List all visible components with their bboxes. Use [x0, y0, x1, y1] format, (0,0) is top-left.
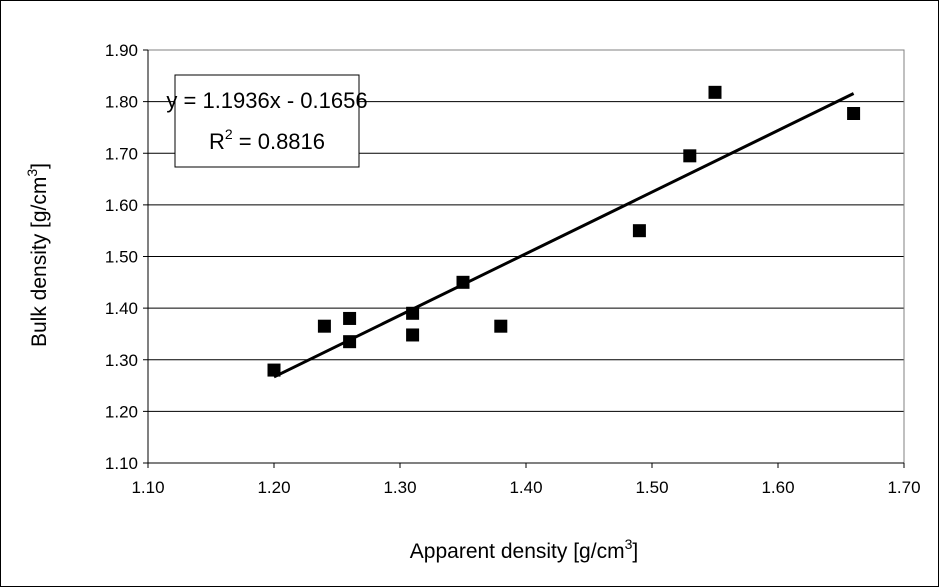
x-tick-label: 1.50	[635, 478, 668, 497]
y-tick-label: 1.20	[105, 402, 138, 421]
y-tick-label: 1.30	[105, 351, 138, 370]
r-squared-value: = 0.8816	[233, 129, 325, 154]
x-tick-label: 1.20	[257, 478, 290, 497]
y-axis-title: Bulk density [g/cm3]	[24, 163, 51, 347]
data-point	[847, 106, 861, 120]
data-point	[317, 319, 331, 333]
data-point	[708, 85, 722, 99]
x-tick-label: 1.30	[383, 478, 416, 497]
x-axis-title: Apparent density [g/cm3]	[410, 536, 638, 563]
y-tick-label: 1.80	[105, 93, 138, 112]
equation-box-frame	[174, 74, 360, 168]
axes	[143, 49, 905, 468]
y-tick-label: 1.10	[105, 454, 138, 473]
data-point	[343, 335, 357, 349]
data-points	[267, 85, 861, 377]
grid-lines	[148, 49, 904, 412]
x-tick-label: 1.60	[761, 478, 794, 497]
r-squared-superscript: 2	[225, 126, 233, 142]
data-point	[632, 224, 646, 238]
x-tick-label: 1.70	[887, 478, 920, 497]
y-axis-title-text: Bulk density [g/cm	[28, 177, 51, 347]
y-tick-label: 1.90	[105, 41, 138, 60]
y-tick-label: 1.40	[105, 299, 138, 318]
r-squared-label: R2 = 0.8816	[209, 126, 325, 154]
x-tick-label: 1.10	[131, 478, 164, 497]
x-axis-title-sup: 3	[625, 536, 633, 552]
data-point	[406, 306, 420, 320]
x-axis-title-suffix: ]	[632, 540, 638, 563]
y-axis-title-sup: 3	[24, 169, 40, 177]
data-point	[683, 149, 697, 163]
trendline-equation: y = 1.1936x - 0.1656	[166, 88, 367, 113]
y-tick-label: 1.50	[105, 248, 138, 267]
y-tick-label: 1.60	[105, 196, 138, 215]
y-tick-label: 1.70	[105, 144, 138, 163]
y-axis-title-suffix: ]	[28, 163, 51, 169]
data-point	[267, 363, 281, 377]
data-point	[406, 328, 420, 342]
tick-labels: 1.10 1.20 1.30 1.40 1.50 1.60 1.70 1.80 1.90 1.10…	[105, 41, 921, 497]
r-squared-prefix: R	[209, 129, 225, 154]
trendline	[273, 92, 855, 379]
equation-box: y = 1.1936x - 0.1656 R2 = 0.8816	[166, 74, 368, 168]
data-point	[456, 275, 470, 289]
data-point	[343, 311, 357, 325]
x-axis-title-text: Apparent density [g/cm	[410, 540, 625, 563]
data-point	[494, 319, 508, 333]
x-tick-label: 1.40	[509, 478, 542, 497]
